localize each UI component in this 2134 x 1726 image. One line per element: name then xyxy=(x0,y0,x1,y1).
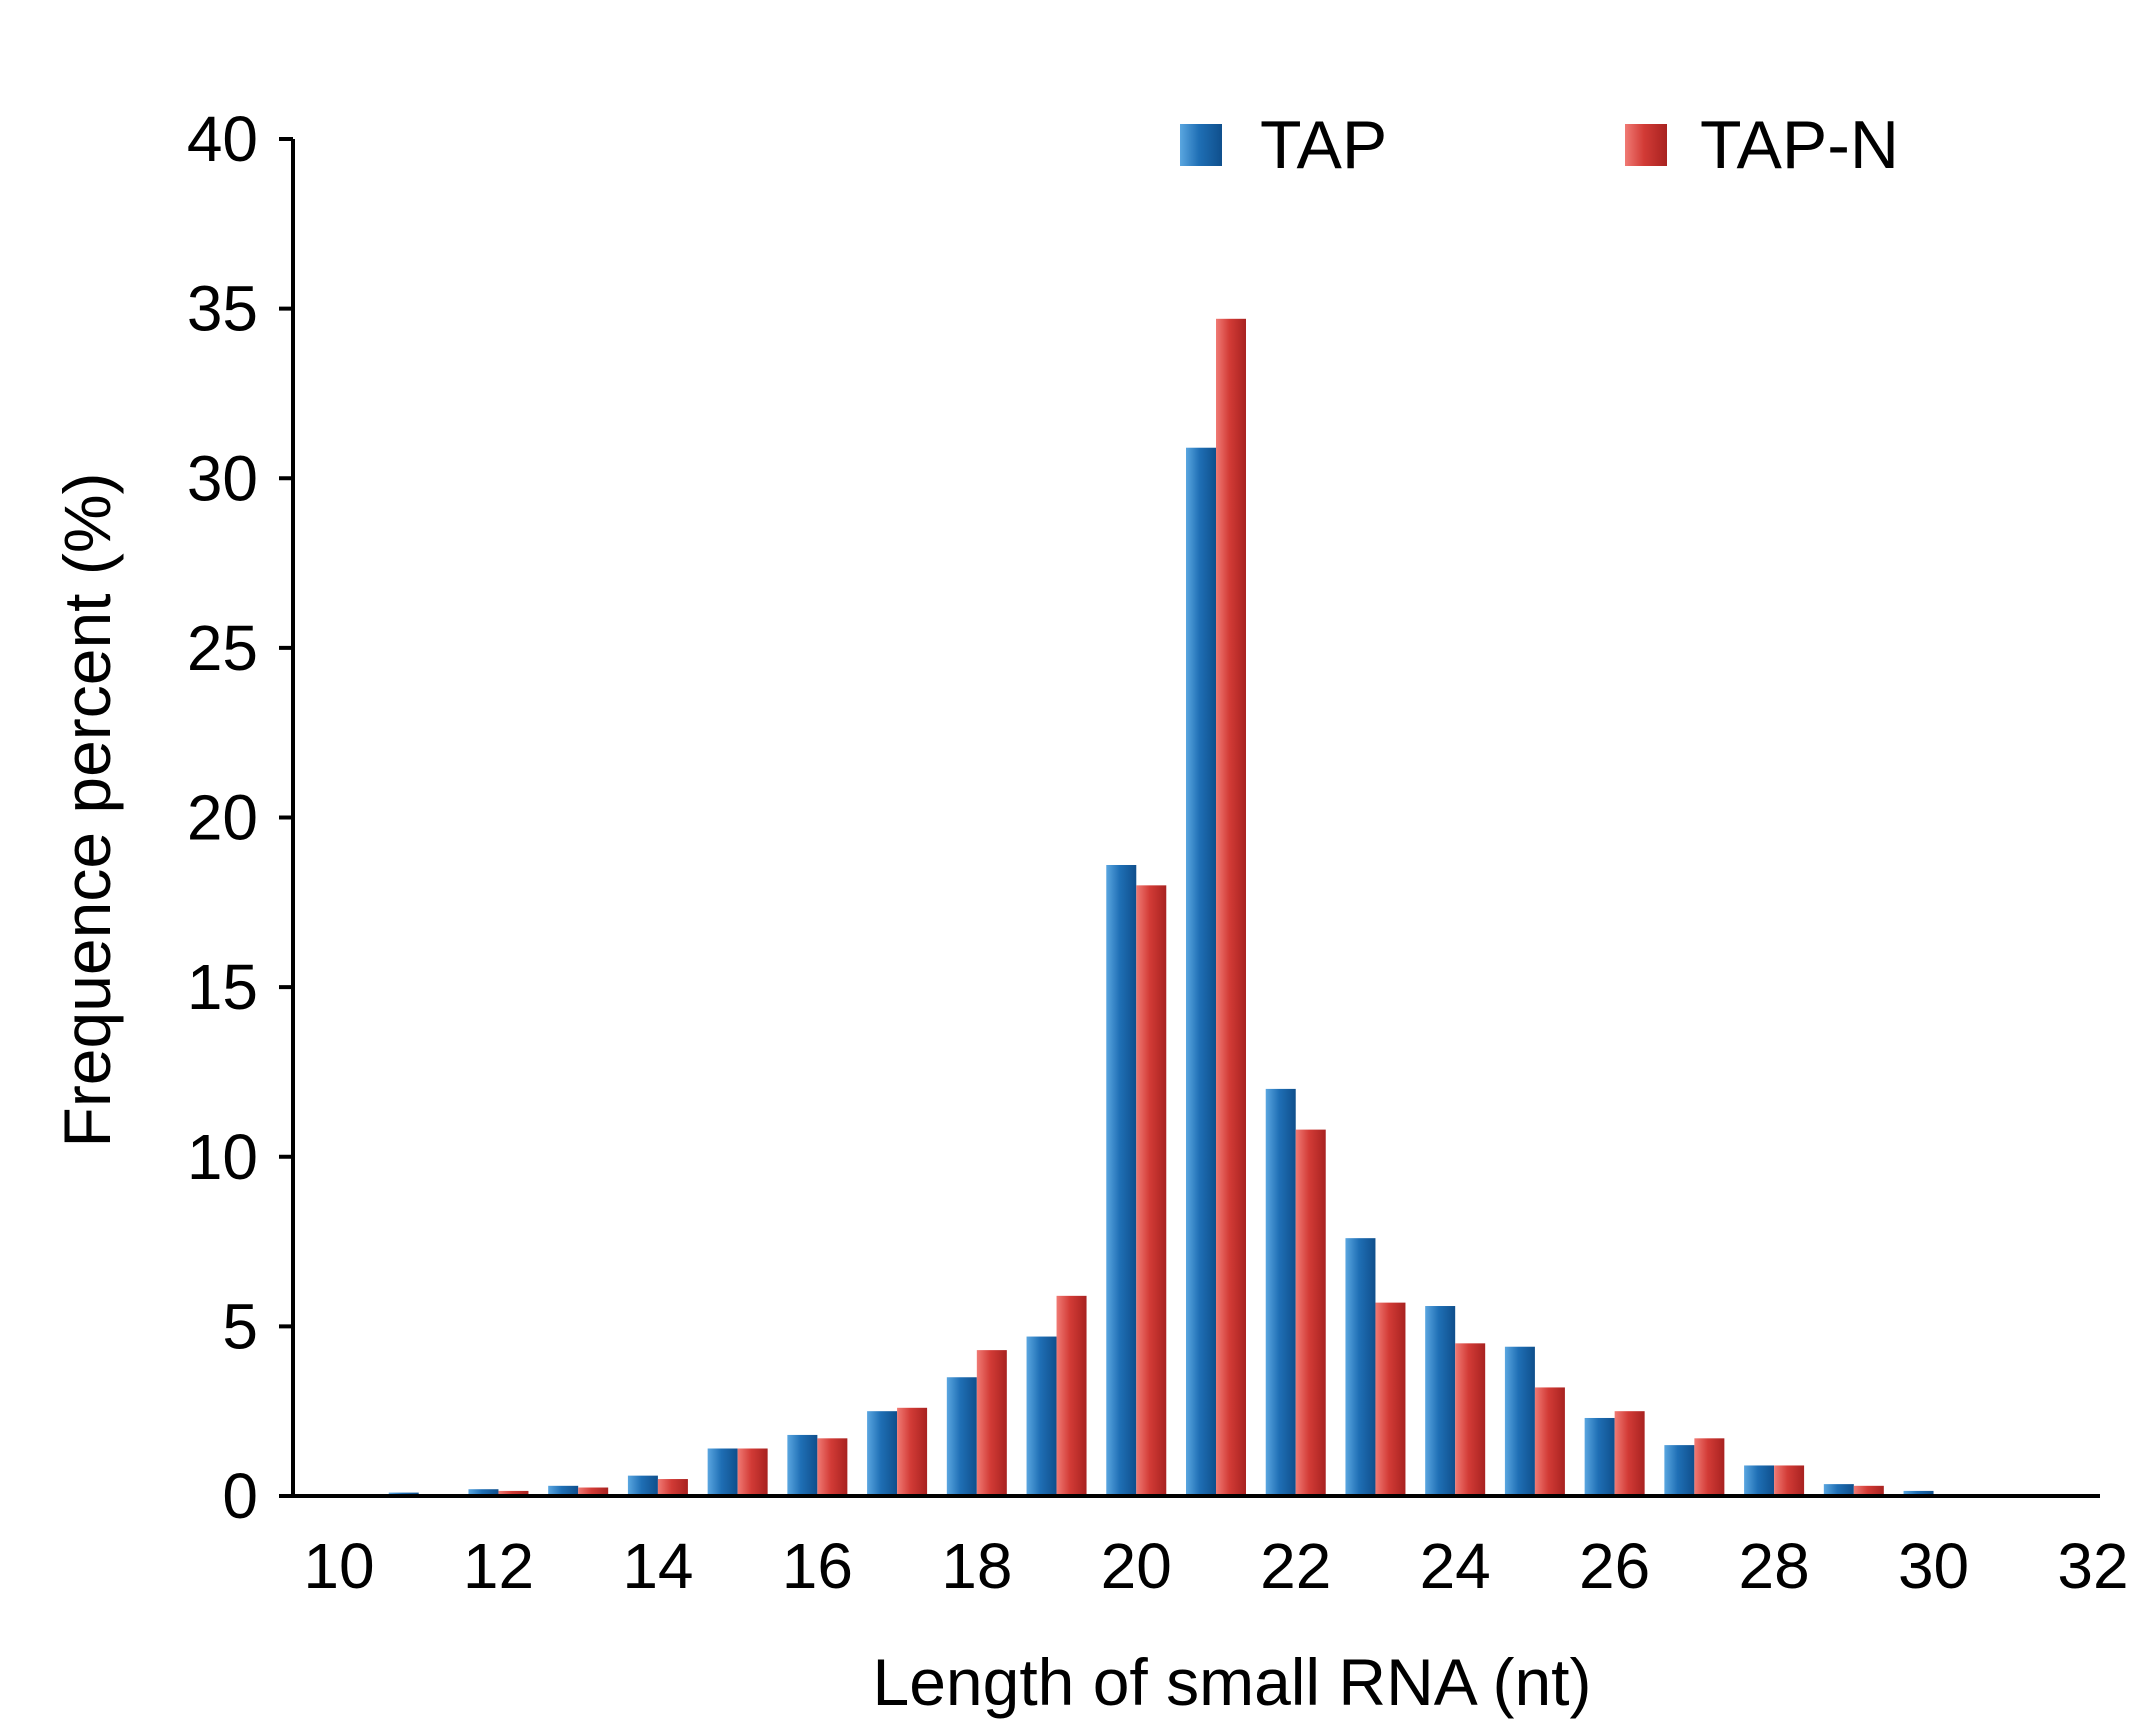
bar-tap-29 xyxy=(1823,1484,1854,1496)
bar-tap-21 xyxy=(1186,447,1216,1496)
x-tick-label: 20 xyxy=(1101,1530,1172,1602)
x-tick-label: 22 xyxy=(1260,1530,1331,1602)
y-tick-label: 15 xyxy=(187,951,258,1023)
x-tick-label: 24 xyxy=(1420,1530,1491,1602)
y-tick-label: 20 xyxy=(187,782,258,854)
bar-tap-27 xyxy=(1664,1445,1695,1496)
bar-tap-n-16 xyxy=(817,1438,848,1496)
y-axis-title: Frequence percent (%) xyxy=(50,473,124,1148)
x-tick-label: 32 xyxy=(2057,1530,2128,1602)
y-tick-label: 5 xyxy=(222,1290,258,1362)
y-tick-label: 30 xyxy=(187,442,258,514)
bar-tap-n-25 xyxy=(1534,1387,1565,1496)
bar-tap-n-20 xyxy=(1136,885,1167,1496)
bar-tap-n-23 xyxy=(1375,1302,1406,1496)
x-tick-label: 30 xyxy=(1898,1530,1969,1602)
x-tick-label: 16 xyxy=(782,1530,853,1602)
y-tick-label: 25 xyxy=(187,612,258,684)
x-tick-label: 28 xyxy=(1738,1530,1809,1602)
x-tick-label: 12 xyxy=(463,1530,534,1602)
legend-swatch-tap-n xyxy=(1625,124,1667,166)
bar-tap-n-18 xyxy=(976,1350,1007,1496)
bar-tap-n-12 xyxy=(498,1490,529,1496)
x-tick-label: 18 xyxy=(941,1530,1012,1602)
x-ticks-group: 10 12 14 16 18 20 22 24 26 28 30 32 xyxy=(303,1530,2128,1602)
bar-tap-n-22 xyxy=(1295,1129,1326,1496)
bar-tap-23 xyxy=(1345,1238,1376,1496)
y-tick-label: 10 xyxy=(187,1121,258,1193)
bar-tap-18 xyxy=(946,1377,977,1496)
bar-tap-n-29 xyxy=(1853,1485,1884,1496)
bar-tap-13 xyxy=(548,1485,579,1496)
bar-tap-26 xyxy=(1584,1417,1615,1496)
bar-tap-19 xyxy=(1026,1336,1057,1496)
y-tick-label: 40 xyxy=(187,103,258,175)
bar-tap-12 xyxy=(468,1489,499,1496)
bar-tap-n-13 xyxy=(578,1487,609,1496)
y-ticks-group: 0 5 10 15 20 25 30 35 40 xyxy=(187,103,293,1532)
x-tick-label: 14 xyxy=(622,1530,693,1602)
bar-tap-n-15 xyxy=(737,1448,768,1496)
legend-label-tap: TAP xyxy=(1260,107,1387,183)
legend: TAP TAP-N xyxy=(1180,107,1899,183)
bar-tap-n-28 xyxy=(1774,1465,1805,1496)
bar-tap-14 xyxy=(627,1475,658,1496)
y-tick-label: 0 xyxy=(222,1460,258,1532)
legend-swatch-tap xyxy=(1180,124,1222,166)
bar-tap-n-19 xyxy=(1056,1295,1087,1496)
bar-tap-n-26 xyxy=(1614,1411,1645,1496)
y-tick-label: 35 xyxy=(187,273,258,345)
bar-tap-n-21 xyxy=(1216,318,1246,1496)
bars-group xyxy=(388,318,1964,1496)
bar-tap-15 xyxy=(707,1448,738,1496)
bar-tap-n-17 xyxy=(897,1407,928,1496)
bar-tap-16 xyxy=(787,1434,818,1496)
bar-tap-n-27 xyxy=(1694,1438,1725,1496)
bar-tap-24 xyxy=(1425,1306,1456,1496)
bar-tap-20 xyxy=(1106,864,1137,1496)
bar-tap-28 xyxy=(1744,1465,1775,1496)
bar-tap-22 xyxy=(1265,1088,1296,1496)
legend-label-tap-n: TAP-N xyxy=(1700,107,1899,183)
x-axis-title: Length of small RNA (nt) xyxy=(873,1645,1592,1719)
bar-tap-25 xyxy=(1504,1346,1535,1496)
x-tick-label: 10 xyxy=(303,1530,374,1602)
bar-tap-n-24 xyxy=(1455,1343,1486,1496)
bar-tap-17 xyxy=(867,1411,898,1496)
bar-tap-n-14 xyxy=(657,1479,688,1496)
x-tick-label: 26 xyxy=(1579,1530,1650,1602)
bar-tap-30 xyxy=(1903,1490,1934,1496)
